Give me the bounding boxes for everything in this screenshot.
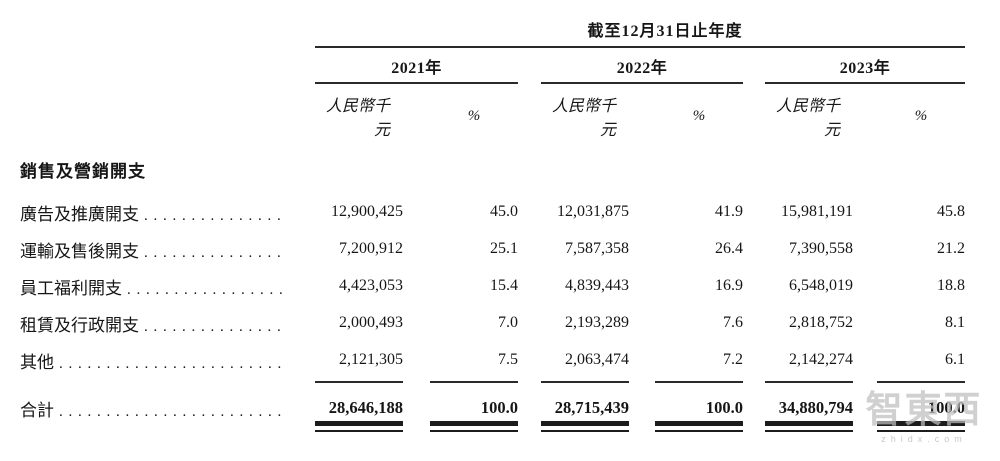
amount-2022: 7,587,358 bbox=[565, 240, 629, 257]
section-header: 銷售及營銷開支 bbox=[20, 162, 146, 181]
pct-2021: 15.4 bbox=[490, 277, 518, 294]
pct-2022: 7.2 bbox=[723, 351, 743, 368]
watermark-site-text: zhidx.com bbox=[881, 434, 967, 444]
amount-2022: 2,193,289 bbox=[565, 314, 629, 331]
column-rule bbox=[430, 381, 518, 383]
total-rule-thick bbox=[877, 421, 965, 426]
row-label: 租賃及行政開支 bbox=[20, 311, 300, 336]
amount-2023: 7,390,558 bbox=[789, 240, 853, 257]
amount-2023: 15,981,191 bbox=[781, 203, 853, 220]
pct-2021: 25.1 bbox=[490, 240, 518, 257]
table-row: 運輸及售後開支 7,200,912 25.1 7,587,358 26.4 7,… bbox=[20, 237, 965, 261]
table-row: 租賃及行政開支 2,000,493 7.0 2,193,289 7.6 2,81… bbox=[20, 311, 965, 335]
column-rule bbox=[315, 381, 403, 383]
pct-2021: 45.0 bbox=[490, 203, 518, 220]
total-thin-rule-band bbox=[20, 430, 965, 432]
column-rule bbox=[765, 381, 853, 383]
amount-2021: 4,423,053 bbox=[339, 277, 403, 294]
amount-2022: 4,839,443 bbox=[565, 277, 629, 294]
total-rule-thick bbox=[430, 421, 518, 426]
total-rule-thick bbox=[315, 421, 403, 426]
dot-leader bbox=[144, 205, 287, 225]
total-rule-thick bbox=[655, 421, 743, 426]
dot-leader bbox=[59, 401, 287, 421]
row-label: 其他 bbox=[20, 348, 300, 373]
pct-2021: 7.5 bbox=[498, 351, 518, 368]
amount-2021: 12,900,425 bbox=[331, 203, 403, 220]
table-row: 員工福利開支 4,423,053 15.4 4,839,443 16.9 6,5… bbox=[20, 274, 965, 298]
total-rule-thin bbox=[765, 430, 853, 432]
total-rule-thin bbox=[655, 430, 743, 432]
unit-label-2021: 人民幣千元 bbox=[325, 98, 390, 139]
total-rule-thin bbox=[430, 430, 518, 432]
pct-2023: 18.8 bbox=[937, 277, 965, 294]
total-rule-thin bbox=[541, 430, 629, 432]
total-row: 合計 28,646,188 100.0 28,715,439 100.0 34,… bbox=[20, 396, 965, 420]
dot-leader bbox=[127, 279, 287, 299]
pct-2021: 7.0 bbox=[498, 314, 518, 331]
table-row: 其他 2,121,305 7.5 2,063,474 7.2 2,142,274… bbox=[20, 348, 965, 372]
total-pct-2021: 100.0 bbox=[480, 398, 518, 417]
header-rule bbox=[315, 46, 965, 48]
amount-2021: 2,000,493 bbox=[339, 314, 403, 331]
total-pct-2022: 100.0 bbox=[705, 398, 743, 417]
pct-2023: 21.2 bbox=[937, 240, 965, 257]
unit-label-2022: 人民幣千元 bbox=[551, 98, 616, 139]
pct-label-2023: % bbox=[914, 107, 928, 124]
row-label: 員工福利開支 bbox=[20, 274, 300, 299]
section-header-band: 銷售及營銷開支 bbox=[20, 157, 965, 181]
total-amount-2023: 34,880,794 bbox=[778, 398, 853, 417]
column-rule bbox=[541, 381, 629, 383]
unit-header-band: 人民幣千元 % 人民幣千元 % 人民幣千元 % bbox=[20, 92, 965, 139]
column-rule bbox=[655, 381, 743, 383]
year-rule-2021 bbox=[315, 82, 518, 84]
column-rule bbox=[877, 381, 965, 383]
year-header-2021: 2021年 bbox=[391, 60, 442, 77]
year-header-2023: 2023年 bbox=[839, 60, 891, 77]
year-header-band: 2021年 2022年 2023年 bbox=[20, 54, 965, 78]
pct-2022: 7.6 bbox=[723, 314, 743, 331]
row-label: 運輸及售後開支 bbox=[20, 237, 300, 262]
amount-2023: 2,142,274 bbox=[789, 351, 853, 368]
total-rule-thick bbox=[765, 421, 853, 426]
amount-2022: 2,063,474 bbox=[565, 351, 629, 368]
row-label: 合計 bbox=[20, 396, 300, 421]
total-rule-thick bbox=[541, 421, 629, 426]
amount-2021: 7,200,912 bbox=[339, 240, 403, 257]
pct-2022: 16.9 bbox=[715, 277, 743, 294]
total-amount-2022: 28,715,439 bbox=[554, 398, 629, 417]
amount-2021: 2,121,305 bbox=[339, 351, 403, 368]
pct-label-2021: % bbox=[467, 107, 481, 124]
dot-leader bbox=[144, 316, 287, 336]
total-pct-2023: 100.0 bbox=[927, 398, 965, 417]
total-rule-thin bbox=[315, 430, 403, 432]
pct-label-2022: % bbox=[692, 107, 706, 124]
table-row: 廣告及推廣開支 12,900,425 45.0 12,031,875 41.9 … bbox=[20, 200, 965, 224]
dot-leader bbox=[144, 242, 287, 262]
year-rule-2022 bbox=[541, 82, 743, 84]
row-label: 廣告及推廣開支 bbox=[20, 200, 300, 225]
pct-2022: 26.4 bbox=[715, 240, 743, 257]
total-thick-rule-band bbox=[20, 421, 965, 426]
pct-2023: 45.8 bbox=[937, 203, 965, 220]
year-header-2022: 2022年 bbox=[616, 60, 668, 77]
period-header-band: 截至12月31日止年度 bbox=[20, 17, 965, 41]
dot-leader bbox=[59, 353, 287, 373]
year-rule-band bbox=[20, 82, 965, 84]
total-amount-2021: 28,646,188 bbox=[328, 398, 403, 417]
amount-2022: 12,031,875 bbox=[557, 203, 629, 220]
pct-2023: 6.1 bbox=[945, 351, 965, 368]
pct-2022: 41.9 bbox=[715, 203, 743, 220]
amount-2023: 2,818,752 bbox=[789, 314, 853, 331]
year-rule-2023 bbox=[765, 82, 965, 84]
header-rule-band bbox=[20, 46, 965, 48]
pct-2023: 8.1 bbox=[945, 314, 965, 331]
period-header: 截至12月31日止年度 bbox=[587, 23, 743, 40]
subtotal-rule-band bbox=[20, 381, 965, 383]
total-rule-thin bbox=[877, 430, 965, 432]
unit-label-2023: 人民幣千元 bbox=[775, 98, 840, 139]
amount-2023: 6,548,019 bbox=[789, 277, 853, 294]
